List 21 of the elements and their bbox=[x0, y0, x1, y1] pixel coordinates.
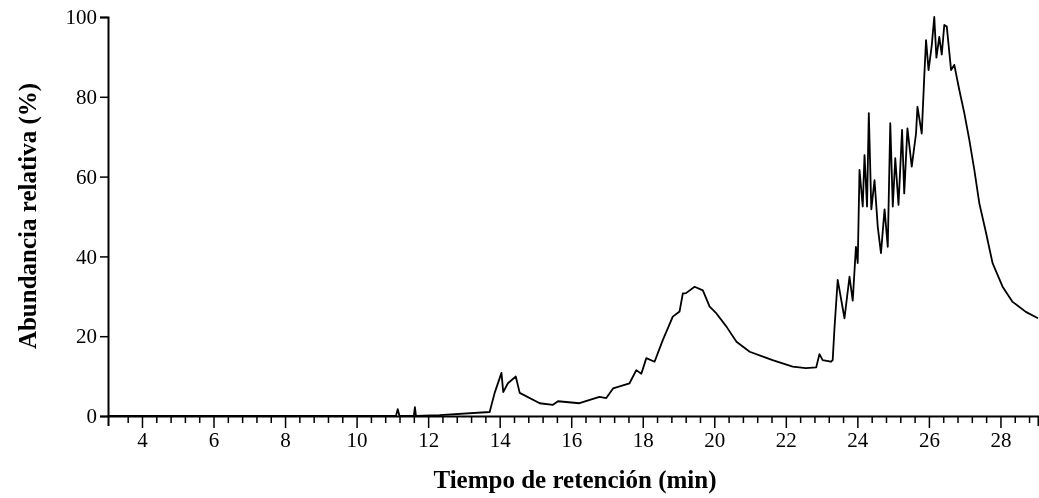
x-tick-label: 24 bbox=[847, 427, 869, 452]
y-tick-label: 0 bbox=[86, 404, 97, 429]
x-tick-label: 12 bbox=[418, 427, 440, 452]
x-tick-label: 14 bbox=[489, 427, 512, 452]
x-tick-label: 18 bbox=[632, 427, 654, 452]
y-tick-label: 80 bbox=[76, 85, 97, 110]
x-tick-label: 16 bbox=[561, 427, 583, 452]
x-axis-title: Tiempo de retención (min) bbox=[433, 466, 717, 494]
x-tick-label: 4 bbox=[137, 427, 149, 452]
y-axis-title: Abundancia relativa (%) bbox=[14, 82, 42, 350]
x-tick-label: 20 bbox=[704, 427, 726, 452]
x-tick-label: 8 bbox=[280, 427, 291, 452]
y-tick-label: 60 bbox=[76, 164, 97, 189]
x-tick-label: 10 bbox=[346, 427, 368, 452]
y-tick-label: 100 bbox=[65, 5, 97, 30]
x-tick-label: 28 bbox=[990, 427, 1012, 452]
y-tick-label: 40 bbox=[76, 244, 97, 269]
x-tick-label: 6 bbox=[208, 427, 220, 452]
x-tick-label: 26 bbox=[918, 427, 940, 452]
x-tick-label: 22 bbox=[775, 427, 797, 452]
y-tick-label: 20 bbox=[76, 324, 97, 349]
